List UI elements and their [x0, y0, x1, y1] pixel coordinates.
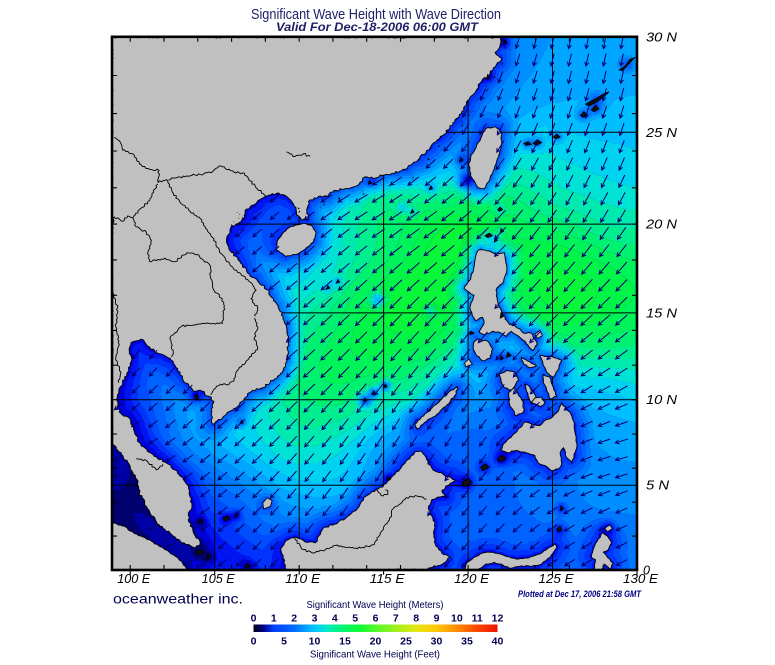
- svg-text:15 N: 15 N: [646, 306, 678, 320]
- svg-text:12: 12: [492, 613, 504, 625]
- svg-text:125 E: 125 E: [539, 572, 575, 586]
- svg-text:115 E: 115 E: [370, 572, 406, 586]
- svg-text:5 N: 5 N: [646, 479, 670, 493]
- svg-text:4: 4: [332, 613, 338, 625]
- svg-text:120 E: 120 E: [454, 572, 490, 586]
- svg-text:11: 11: [472, 613, 483, 625]
- svg-text:7: 7: [393, 613, 399, 625]
- svg-text:20 N: 20 N: [645, 218, 678, 232]
- svg-text:9: 9: [434, 613, 440, 625]
- svg-text:30: 30: [431, 636, 443, 648]
- svg-text:105 E: 105 E: [202, 572, 236, 586]
- svg-text:3: 3: [312, 613, 318, 625]
- svg-text:Significant Wave Height (Feet): Significant Wave Height (Feet): [310, 649, 440, 661]
- svg-text:8: 8: [413, 613, 419, 625]
- svg-text:30 N: 30 N: [646, 30, 678, 44]
- svg-text:15: 15: [339, 636, 351, 648]
- svg-text:10 N: 10 N: [646, 393, 678, 407]
- svg-text:oceanweather inc.: oceanweather inc.: [113, 592, 243, 607]
- svg-text:40: 40: [492, 636, 504, 648]
- svg-text:6: 6: [373, 613, 379, 625]
- svg-text:Valid For Dec-18-2006 06:00 GM: Valid For Dec-18-2006 06:00 GMT: [276, 20, 480, 34]
- svg-text:5: 5: [281, 636, 287, 648]
- svg-text:10: 10: [309, 636, 321, 648]
- svg-text:130 E: 130 E: [623, 572, 659, 586]
- svg-text:1: 1: [271, 613, 277, 625]
- svg-text:0: 0: [643, 564, 650, 578]
- svg-text:10: 10: [451, 613, 463, 625]
- svg-text:110 E: 110 E: [285, 572, 321, 586]
- svg-text:35: 35: [461, 636, 473, 648]
- svg-text:Significant Wave Height (Meter: Significant Wave Height (Meters): [307, 599, 444, 611]
- svg-text:Significant Wave Height with W: Significant Wave Height with Wave Direct…: [251, 7, 501, 23]
- svg-text:20: 20: [370, 636, 382, 648]
- svg-text:2: 2: [291, 613, 297, 625]
- svg-text:25 N: 25 N: [645, 126, 678, 140]
- svg-text:25: 25: [400, 636, 412, 648]
- svg-text:100 E: 100 E: [117, 572, 151, 586]
- svg-text:0: 0: [251, 613, 257, 625]
- svg-text:0: 0: [251, 636, 257, 648]
- svg-text:5: 5: [352, 613, 358, 625]
- svg-text:Plotted at Dec 17, 2006 21:58: Plotted at Dec 17, 2006 21:58 GMT: [518, 589, 642, 600]
